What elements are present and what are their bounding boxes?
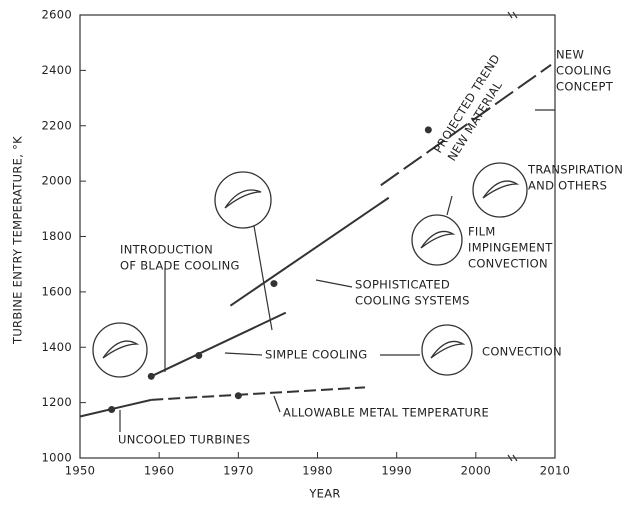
- series-line: [79, 398, 152, 418]
- y-tick-label: 2200: [42, 118, 72, 132]
- annotation: CONVECTION: [482, 345, 562, 359]
- annotation: UNCOOLED TURBINES: [118, 433, 250, 447]
- x-tick-label: 1970: [223, 464, 253, 478]
- series-line: [229, 196, 390, 307]
- x-tick-label: 1960: [144, 464, 174, 478]
- x-tick-label: 1950: [65, 464, 95, 478]
- blade-icons: [92, 162, 528, 378]
- series-line: [150, 311, 287, 378]
- marker: [234, 392, 242, 400]
- y-tick-label: 1200: [42, 395, 72, 409]
- y-tick-label: 2000: [42, 174, 72, 188]
- marker: [424, 126, 432, 134]
- y-tick-label: 2400: [42, 63, 72, 77]
- annotation: ALLOWABLE METAL TEMPERATURE: [283, 406, 489, 420]
- annotation: AND OTHERS: [528, 179, 607, 193]
- axis-break: [507, 11, 518, 462]
- marker: [195, 352, 203, 360]
- annotation: CONVECTION: [468, 257, 548, 271]
- y-axis-label: TURBINE ENTRY TEMPERATURE, °K: [11, 136, 25, 345]
- annotation: CONCEPT: [556, 80, 614, 94]
- annotation: COOLING: [556, 64, 612, 78]
- annotation: COOLING SYSTEMS: [355, 294, 470, 308]
- y-tick-label: 1400: [42, 340, 72, 354]
- annotation: SIMPLE COOLING: [265, 348, 368, 362]
- marker: [108, 406, 116, 414]
- series-line: [380, 64, 552, 187]
- leader-lines: [119, 109, 555, 432]
- annotation: SOPHISTICATED: [355, 278, 450, 292]
- annotation: FILM: [468, 225, 496, 239]
- y-tick-label: 1800: [42, 229, 72, 243]
- annotation: INTRODUCTION: [120, 243, 213, 257]
- x-tick-label: 1990: [381, 464, 411, 478]
- annotation: TRANSPIRATION: [527, 163, 623, 177]
- x-tick-label: 2000: [461, 464, 491, 478]
- y-tick-label: 2600: [42, 8, 72, 22]
- annotation: OF BLADE COOLING: [120, 259, 240, 273]
- y-tick-label: 1600: [42, 284, 72, 298]
- series-line: [151, 386, 366, 401]
- x-axis-label: YEAR: [308, 487, 340, 501]
- annotation: NEW: [556, 48, 584, 62]
- marker: [147, 372, 155, 380]
- marker: [270, 280, 278, 288]
- x-tick-label: 1980: [302, 464, 332, 478]
- y-tick-label: 1000: [42, 451, 72, 465]
- annotation: IMPINGEMENT: [468, 241, 553, 255]
- x-tick-label: 2010: [540, 464, 570, 478]
